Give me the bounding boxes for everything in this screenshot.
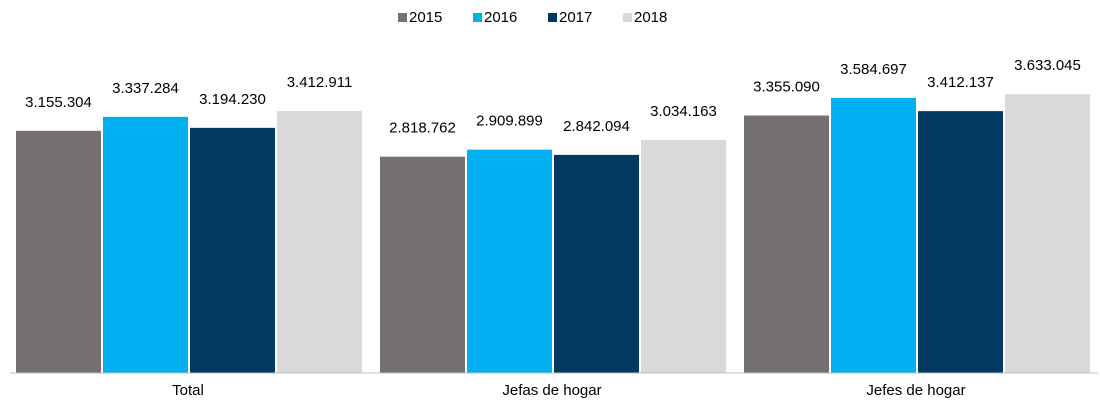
bar — [831, 97, 916, 373]
bar — [1005, 94, 1090, 374]
legend-marker — [623, 13, 632, 22]
bar — [190, 127, 275, 373]
value-label: 3.633.045 — [1014, 57, 1081, 74]
value-label: 3.355.090 — [753, 78, 820, 95]
bar — [744, 115, 829, 374]
legend-marker — [398, 13, 407, 22]
bar — [16, 130, 101, 373]
value-label: 2.818.762 — [389, 120, 456, 137]
bar — [277, 111, 362, 373]
legend-marker — [473, 13, 482, 22]
legend-label: 2018 — [634, 9, 667, 26]
value-label: 3.584.697 — [840, 61, 907, 78]
x-tick-label: Jefes de hogar — [866, 382, 965, 399]
bar — [554, 154, 639, 373]
value-label: 2.909.899 — [476, 113, 543, 130]
x-tick-label: Total — [172, 382, 204, 399]
bar — [918, 111, 1003, 374]
value-label: 3.412.911 — [287, 74, 353, 91]
value-label: 3.412.137 — [927, 74, 994, 91]
bar — [641, 140, 726, 373]
legend-label: 2016 — [484, 9, 517, 26]
legend-marker — [548, 13, 557, 22]
x-tick-label: Jefas de hogar — [502, 382, 601, 399]
value-label: 3.155.304 — [25, 94, 92, 111]
value-label: 3.034.163 — [650, 103, 717, 120]
legend-label: 2015 — [409, 9, 442, 26]
bar — [380, 156, 465, 373]
bar — [467, 149, 552, 373]
bar — [103, 116, 188, 373]
value-label: 3.194.230 — [199, 91, 266, 108]
value-label: 2.842.094 — [563, 118, 630, 135]
value-label: 3.337.284 — [112, 80, 179, 97]
legend-label: 2017 — [559, 9, 592, 26]
